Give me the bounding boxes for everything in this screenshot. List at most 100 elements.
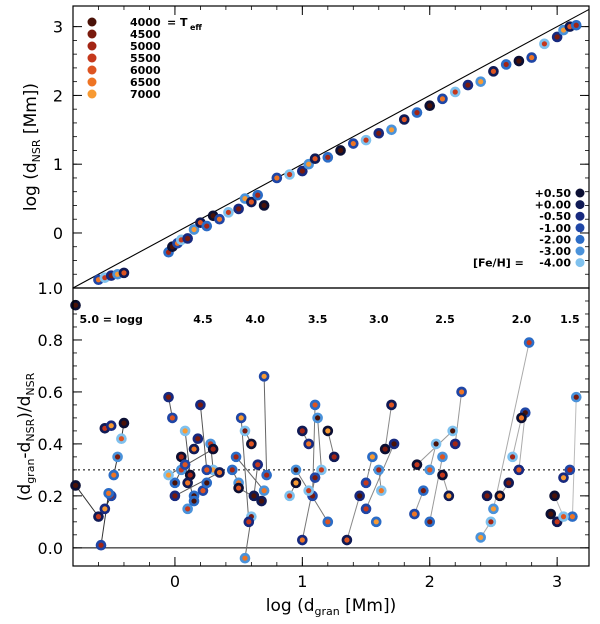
bottom-x-axis-label: log (dgran [Mm])	[266, 596, 397, 618]
bottom-x-ticks: 0 1 2 3	[98, 6, 562, 591]
series-point-inner	[242, 555, 248, 561]
top-point-inner	[363, 137, 369, 143]
series-connector	[365, 443, 395, 510]
series-point-inner	[506, 480, 512, 486]
series-point-inner	[238, 415, 244, 421]
series-connector	[317, 417, 322, 470]
series-point-inner	[165, 472, 172, 478]
bottom-y-ticks: 0.0 0.2 0.4 0.6 0.8 1.0	[38, 279, 589, 558]
top-y-ticks: 0 1 2 3	[53, 18, 589, 275]
series-point-inner	[286, 493, 293, 499]
teff-legend-marker	[87, 41, 97, 51]
series-point-inner	[204, 467, 210, 473]
series-point-inner	[567, 467, 573, 473]
series-point-inner	[255, 462, 261, 468]
bottom-panel: 0.0 0.2 0.4 0.6 0.8 1.0 0 1 2 3 5.0 = logg 4.5 4.0…	[15, 6, 590, 618]
top-point-inner	[225, 209, 232, 215]
feh-legend-label: -1.00	[539, 222, 571, 235]
series-point-inner	[552, 493, 558, 499]
series-point-inner	[108, 423, 114, 429]
teff-legend-label: 7000	[130, 88, 161, 101]
series-point-inner	[420, 488, 426, 494]
top-point-inner	[350, 140, 356, 147]
top-point-inner	[325, 154, 331, 160]
series-point-inner	[458, 389, 465, 395]
feh-legend-marker	[575, 200, 585, 210]
top-y-tick-label: 2	[53, 86, 63, 105]
feh-legend-prefix: [Fe/H] =	[473, 257, 524, 270]
top-point-inner	[401, 116, 407, 123]
series-point-inner	[560, 475, 567, 481]
series-point-inner	[172, 480, 178, 486]
series-point-inner	[118, 436, 125, 442]
top-point-inner	[529, 54, 535, 61]
bottom-y-axis-label: (dgran-dNSR)/dNSR	[15, 372, 37, 501]
feh-legend-label: +0.50	[535, 187, 572, 200]
teff-legend-marker	[87, 77, 97, 87]
logg-label: 2.5	[435, 313, 455, 326]
feh-legend-label: -0.50	[539, 210, 571, 223]
top-point-inner	[216, 216, 223, 222]
series-point-inner	[378, 488, 384, 494]
feh-legend: +0.50+0.00-0.50-1.00-2.00-3.00-4.00 [Fe/H…	[473, 187, 585, 270]
top-point-inner	[248, 199, 254, 205]
logg-label: 2.0	[512, 313, 532, 326]
series-point-inner	[554, 519, 560, 525]
bottom-plot-frame	[72, 287, 590, 567]
logg-labels: 5.0 = logg 4.5 4.0 3.5 3.0 2.5 2.0 1.5	[79, 313, 579, 326]
series-point-inner	[264, 472, 270, 478]
series-point-inner	[251, 493, 257, 499]
series-logg-20	[475, 337, 535, 543]
series-point-inner	[391, 441, 397, 447]
bottom-y-tick-label: 0.4	[38, 435, 63, 454]
series-connector	[174, 472, 220, 497]
top-point-inner	[427, 103, 433, 109]
logg-label: 3.0	[369, 313, 389, 326]
series-point-inner	[516, 467, 522, 473]
series-point-inner	[233, 454, 239, 460]
top-point-inner	[560, 27, 567, 33]
series-point-inner	[178, 454, 184, 460]
series-point-inner	[497, 493, 503, 499]
top-point-inner	[337, 147, 344, 154]
logg-label: 1.5	[560, 313, 580, 326]
top-point-inner	[274, 175, 280, 181]
series-logg-50	[70, 417, 130, 551]
feh-legend-marker	[575, 223, 585, 233]
feh-legend-marker	[575, 211, 585, 221]
top-point-inner	[388, 127, 395, 133]
series-logg-15	[545, 391, 582, 528]
identity-line	[72, 8, 590, 289]
series-point-inner	[191, 498, 197, 504]
series-point-inner	[182, 428, 188, 434]
feh-legend-marker	[575, 258, 585, 268]
series-point-inner	[111, 472, 117, 478]
series-connector	[346, 495, 361, 541]
series-point-inner	[72, 482, 79, 489]
series-point-inner	[248, 441, 254, 447]
logg-label: 4.5	[193, 313, 213, 326]
top-point-inner	[236, 206, 242, 212]
teff-legend-marker	[87, 29, 97, 39]
series-connector	[454, 391, 463, 444]
series-point-inner	[165, 394, 172, 400]
series-point-inner	[376, 467, 382, 473]
series-point-inner	[490, 506, 497, 512]
top-point-inner	[255, 192, 261, 198]
feh-legend-label: +0.00	[535, 199, 572, 212]
series-connector	[168, 448, 214, 476]
series-point-inner	[236, 485, 242, 491]
top-point-inner	[242, 195, 248, 202]
series-connector	[492, 342, 530, 509]
logg-label: 4.0	[245, 313, 265, 326]
bottom-y-tick-label: 0.0	[38, 539, 63, 558]
series-connector	[100, 493, 110, 546]
teff-legend-label: 4000	[130, 16, 161, 29]
series-point-inner	[197, 402, 204, 408]
series-point-inner	[363, 480, 369, 486]
series-logg-25	[409, 386, 467, 528]
series-point-inner	[344, 537, 350, 543]
top-y-tick-label: 3	[53, 18, 63, 37]
